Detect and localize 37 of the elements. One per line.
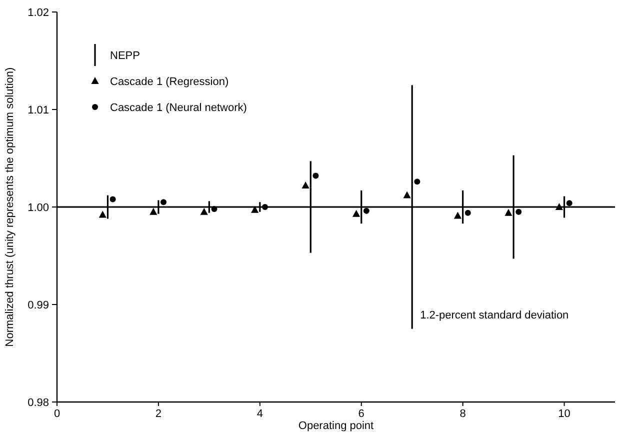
y-tick-label: 1.00 <box>28 202 49 214</box>
y-tick-label: 1.01 <box>28 104 49 116</box>
point <box>566 200 572 206</box>
point <box>363 208 370 214</box>
point <box>414 178 420 185</box>
annotation: 1.2-percent standard deviation <box>420 309 569 322</box>
y-tick-label: 1.02 <box>28 7 49 19</box>
point <box>454 212 462 219</box>
y-tick-label: 0.99 <box>28 300 49 312</box>
x-axis-title: Operating point <box>298 420 374 432</box>
x-tick-label: 2 <box>155 408 162 420</box>
y-tick-label: 0.98 <box>28 397 49 409</box>
point <box>352 210 360 217</box>
point <box>504 208 512 216</box>
point <box>403 191 411 198</box>
legend-label: NEPP <box>110 50 140 62</box>
x-tick-label: 0 <box>54 408 60 420</box>
point <box>98 210 106 218</box>
point <box>150 208 158 215</box>
point <box>312 172 319 179</box>
point <box>251 206 259 213</box>
legend-label: Cascade 1 (Regression) <box>110 76 229 88</box>
point <box>262 204 268 210</box>
x-tick-label: 4 <box>256 408 263 420</box>
x-tick-label: 6 <box>358 408 364 420</box>
point <box>516 208 522 215</box>
point <box>160 199 167 206</box>
y-axis-title: Normalized thrust (unity represents the optimum solution) <box>4 67 16 347</box>
x-tick-label: 10 <box>558 408 570 420</box>
point <box>200 208 208 215</box>
point <box>110 196 116 202</box>
point <box>302 182 310 189</box>
point <box>555 203 563 210</box>
legend-label: Cascade 1 (Neural network) <box>110 102 247 114</box>
point <box>464 210 471 216</box>
x-tick-label: 8 <box>460 408 466 420</box>
point <box>211 206 218 212</box>
